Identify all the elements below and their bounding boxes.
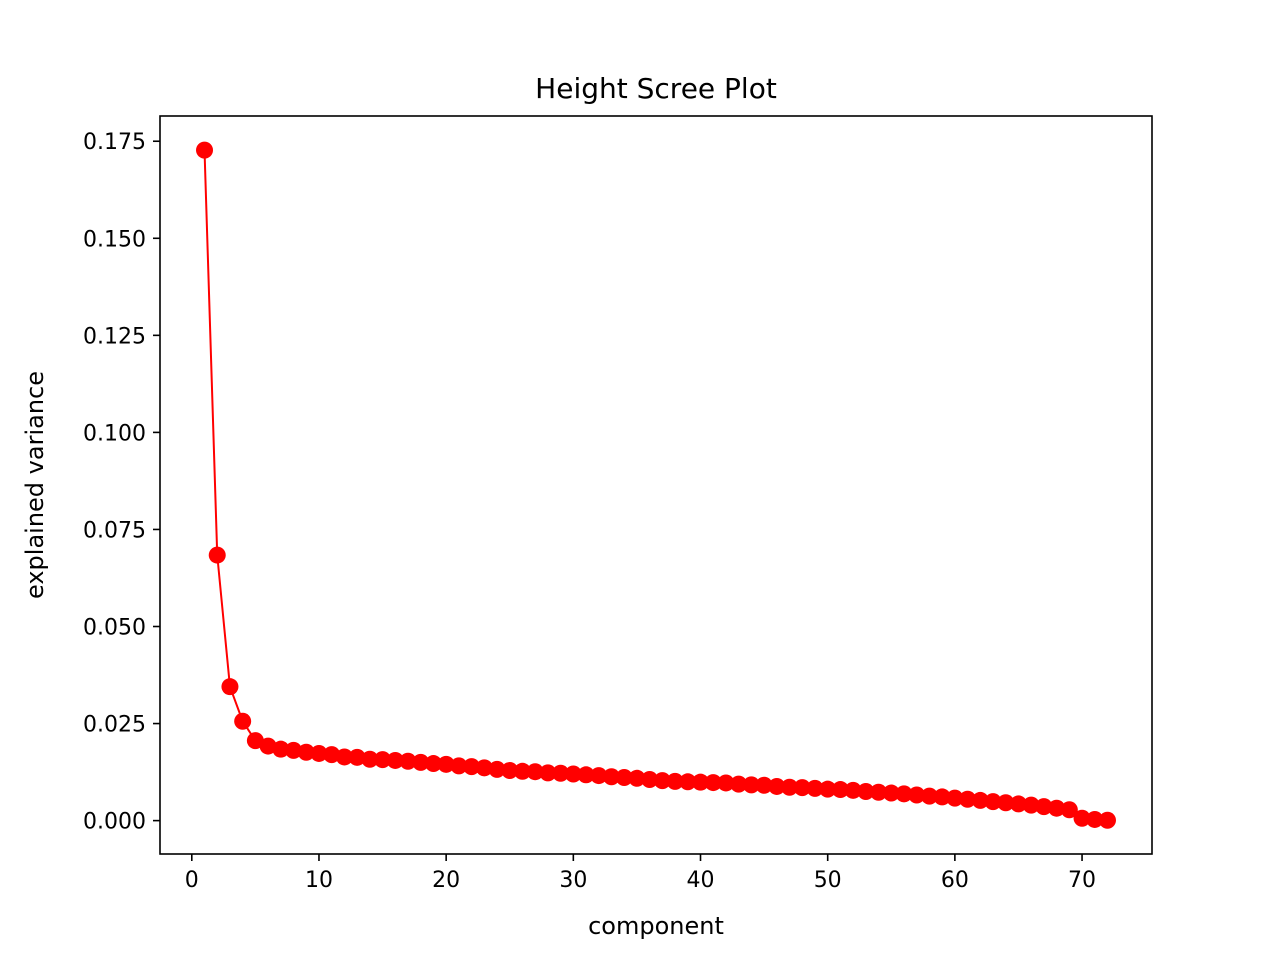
data-point — [730, 775, 748, 793]
data-point — [768, 777, 786, 795]
data-point — [297, 743, 315, 761]
data-point — [412, 753, 430, 771]
data-point — [704, 774, 722, 792]
data-point — [513, 762, 531, 780]
data-point — [323, 746, 341, 764]
plot-area-frame — [159, 115, 1153, 855]
data-point — [348, 748, 366, 766]
data-point — [908, 786, 926, 804]
data-point — [615, 769, 633, 787]
y-tick-label: 0.100 — [83, 421, 146, 446]
data-point — [399, 752, 417, 770]
data-point — [310, 744, 328, 762]
x-tick-label: 30 — [559, 868, 587, 893]
data-point — [666, 772, 684, 790]
data-point — [590, 767, 608, 785]
data-point — [602, 768, 620, 786]
x-tick-label: 20 — [432, 868, 460, 893]
data-point — [717, 774, 735, 792]
x-tick-label: 50 — [814, 868, 842, 893]
data-point — [895, 785, 913, 803]
data-point — [285, 741, 303, 759]
data-point — [424, 755, 442, 773]
y-tick-label: 0.175 — [83, 130, 146, 155]
y-tick-label: 0.075 — [83, 518, 146, 543]
data-point — [259, 737, 277, 755]
data-point — [1073, 809, 1091, 827]
data-point — [920, 787, 938, 805]
data-point — [361, 750, 379, 768]
data-point — [946, 789, 964, 807]
data-point — [857, 782, 875, 800]
data-point — [831, 781, 849, 799]
data-point — [526, 763, 544, 781]
x-axis-ticks: 0 10 20 30 40 50 60 70 — [185, 854, 1096, 893]
y-tick-label: 0.050 — [83, 616, 146, 641]
data-point — [1009, 795, 1027, 813]
data-point — [539, 764, 557, 782]
x-tick-label: 60 — [941, 868, 969, 893]
chart-title: Height Scree Plot — [535, 72, 777, 105]
data-point — [679, 773, 697, 791]
y-axis-ticks: 0.000 0.025 0.050 0.075 0.100 0.125 0.150 0.175 — [83, 130, 160, 835]
data-point — [819, 780, 837, 798]
data-point — [208, 546, 226, 564]
data-point — [234, 712, 252, 730]
data-point — [793, 779, 811, 797]
data-point — [806, 779, 824, 797]
data-point — [692, 773, 710, 791]
data-point — [246, 732, 264, 750]
data-point — [653, 772, 671, 790]
data-point — [882, 784, 900, 802]
data-point — [1035, 798, 1053, 816]
data-point — [984, 793, 1002, 811]
data-point — [971, 791, 989, 809]
y-tick-label: 0.000 — [83, 810, 146, 835]
data-point — [488, 760, 506, 778]
data-point — [755, 776, 773, 794]
data-point — [1098, 811, 1116, 829]
x-tick-label: 40 — [687, 868, 715, 893]
data-point — [475, 759, 493, 777]
data-point — [450, 757, 468, 775]
data-point — [628, 769, 646, 787]
data-point — [997, 794, 1015, 812]
y-tick-label: 0.025 — [83, 713, 146, 738]
x-tick-label: 0 — [185, 868, 199, 893]
data-point — [221, 678, 239, 696]
x-axis-label: component — [588, 912, 724, 940]
data-point — [437, 755, 455, 773]
x-tick-label: 70 — [1068, 868, 1096, 893]
data-point — [959, 790, 977, 808]
data-point — [933, 788, 951, 806]
y-axis-label: explained variance — [21, 371, 49, 599]
data-point — [386, 751, 404, 769]
x-tick-label: 10 — [305, 868, 333, 893]
data-point — [1086, 810, 1104, 828]
data-point — [781, 778, 799, 796]
data-point — [1022, 796, 1040, 814]
y-tick-label: 0.125 — [83, 324, 146, 349]
data-point — [272, 740, 290, 758]
data-point — [577, 766, 595, 784]
data-point — [844, 781, 862, 799]
data-point — [641, 770, 659, 788]
data-point — [742, 776, 760, 794]
data-point — [552, 764, 570, 782]
series-layer — [196, 141, 1116, 829]
data-point — [463, 758, 481, 776]
y-tick-label: 0.150 — [83, 227, 146, 252]
data-point — [501, 762, 519, 780]
data-point — [564, 765, 582, 783]
data-point — [335, 748, 353, 766]
data-point — [196, 141, 214, 159]
data-point — [1048, 799, 1066, 817]
data-point — [374, 751, 392, 769]
data-point — [870, 783, 888, 801]
data-point — [1060, 801, 1078, 819]
